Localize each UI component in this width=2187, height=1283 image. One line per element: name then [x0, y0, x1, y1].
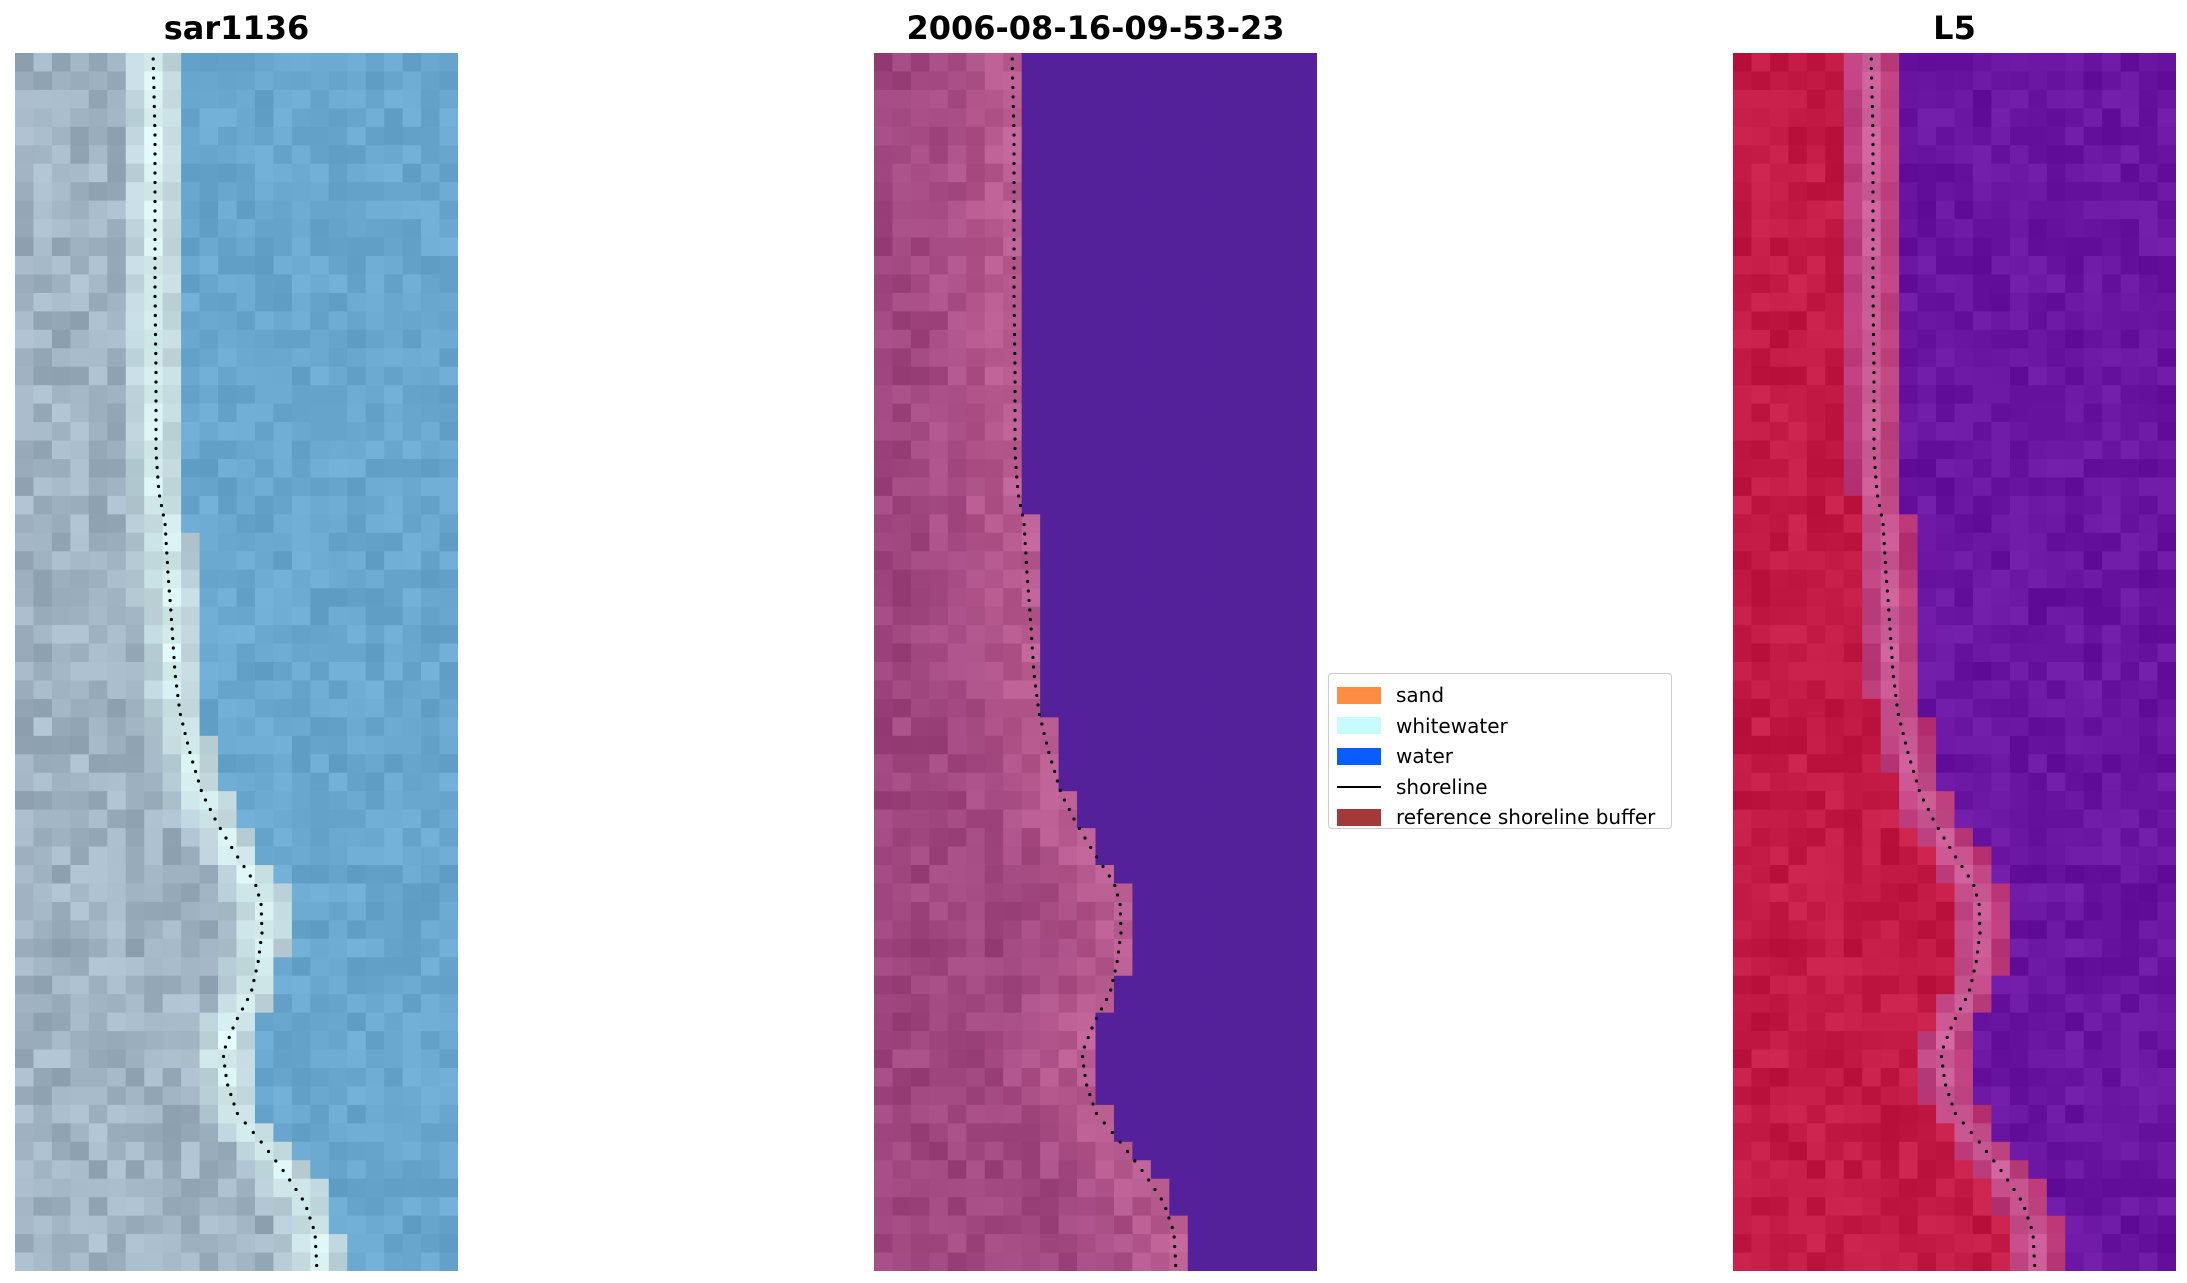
index-image-panel — [1733, 53, 2176, 1271]
legend: sand whitewater water shoreline referenc… — [1328, 673, 1672, 829]
legend-label-reference-buffer: reference shoreline buffer — [1396, 805, 1656, 830]
legend-label-sand: sand — [1396, 683, 1445, 708]
rgb-image-panel — [15, 53, 458, 1271]
whitewater-swatch — [1337, 717, 1381, 735]
classification-image — [874, 53, 1317, 1271]
legend-label-water: water — [1396, 744, 1453, 769]
sand-swatch — [1337, 686, 1381, 704]
legend-item-reference-buffer: reference shoreline buffer — [1329, 802, 1671, 833]
index-image-title: L5 — [1933, 9, 1976, 47]
index-image — [1733, 53, 2176, 1271]
classification-image-panel — [874, 53, 1317, 1271]
legend-label-shoreline: shoreline — [1396, 774, 1488, 799]
legend-item-water: water — [1329, 741, 1671, 772]
shoreline-dots — [1869, 57, 2037, 1268]
shoreline-dots — [151, 57, 319, 1268]
water-swatch — [1337, 747, 1381, 765]
classification-image-title: 2006-08-16-09-53-23 — [906, 9, 1285, 47]
reference-buffer-swatch — [1337, 808, 1381, 826]
legend-label-whitewater: whitewater — [1396, 713, 1508, 738]
legend-item-whitewater: whitewater — [1329, 711, 1671, 742]
legend-item-shoreline: shoreline — [1329, 772, 1671, 803]
shoreline-dots — [1010, 57, 1178, 1268]
legend-item-sand: sand — [1329, 680, 1671, 711]
rgb-image — [15, 53, 458, 1271]
rgb-image-title: sar1136 — [163, 9, 310, 47]
shoreline-line-sample — [1337, 785, 1381, 788]
